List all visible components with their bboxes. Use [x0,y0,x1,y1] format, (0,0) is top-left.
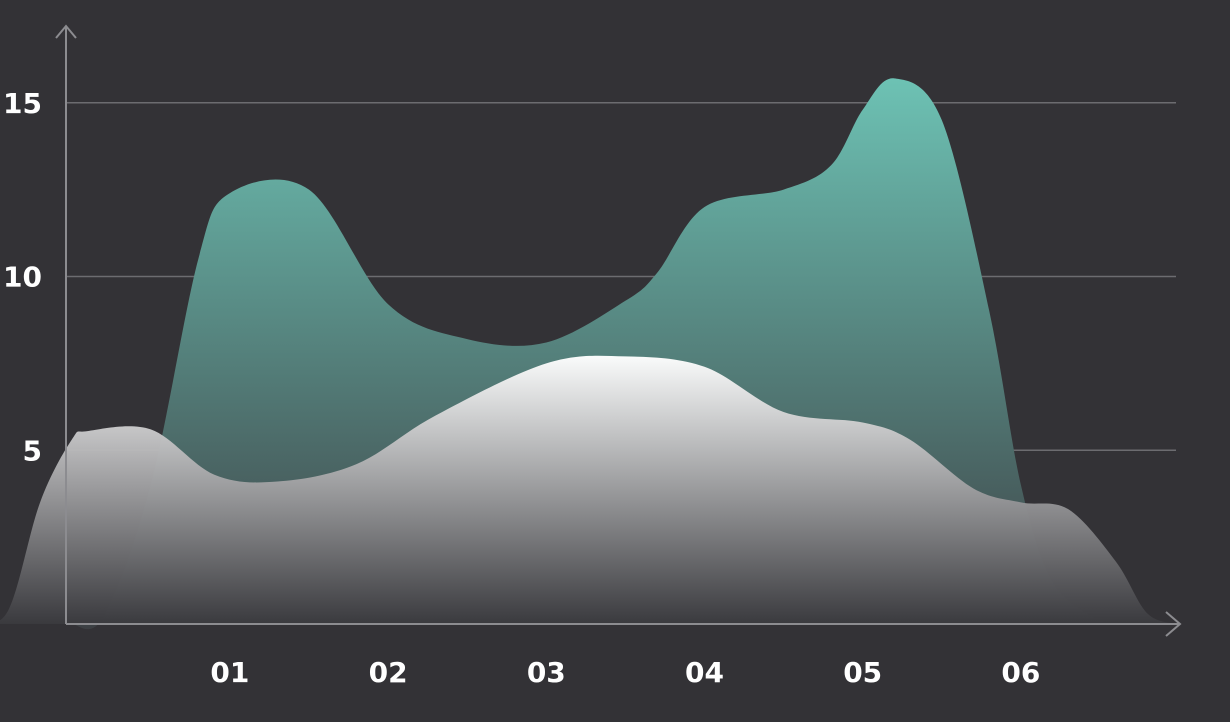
y-tick-label: 10 [3,261,42,294]
x-tick-label: 06 [1001,656,1040,689]
tick-labels: 01 02 03 04 05 06 5 10 15 [3,87,1040,689]
y-axis-arrow-icon [55,24,77,39]
y-tick-label: 15 [3,87,42,120]
white-area [0,355,1180,624]
x-axis-arrow-icon [1165,611,1182,637]
y-tick-label: 5 [23,434,42,467]
series-areas [0,78,1180,630]
x-tick-label: 04 [685,656,724,689]
x-tick-label: 03 [527,656,566,689]
x-tick-label: 01 [210,656,249,689]
axes [55,24,1182,637]
x-tick-label: 05 [843,656,882,689]
x-tick-label: 02 [369,656,408,689]
